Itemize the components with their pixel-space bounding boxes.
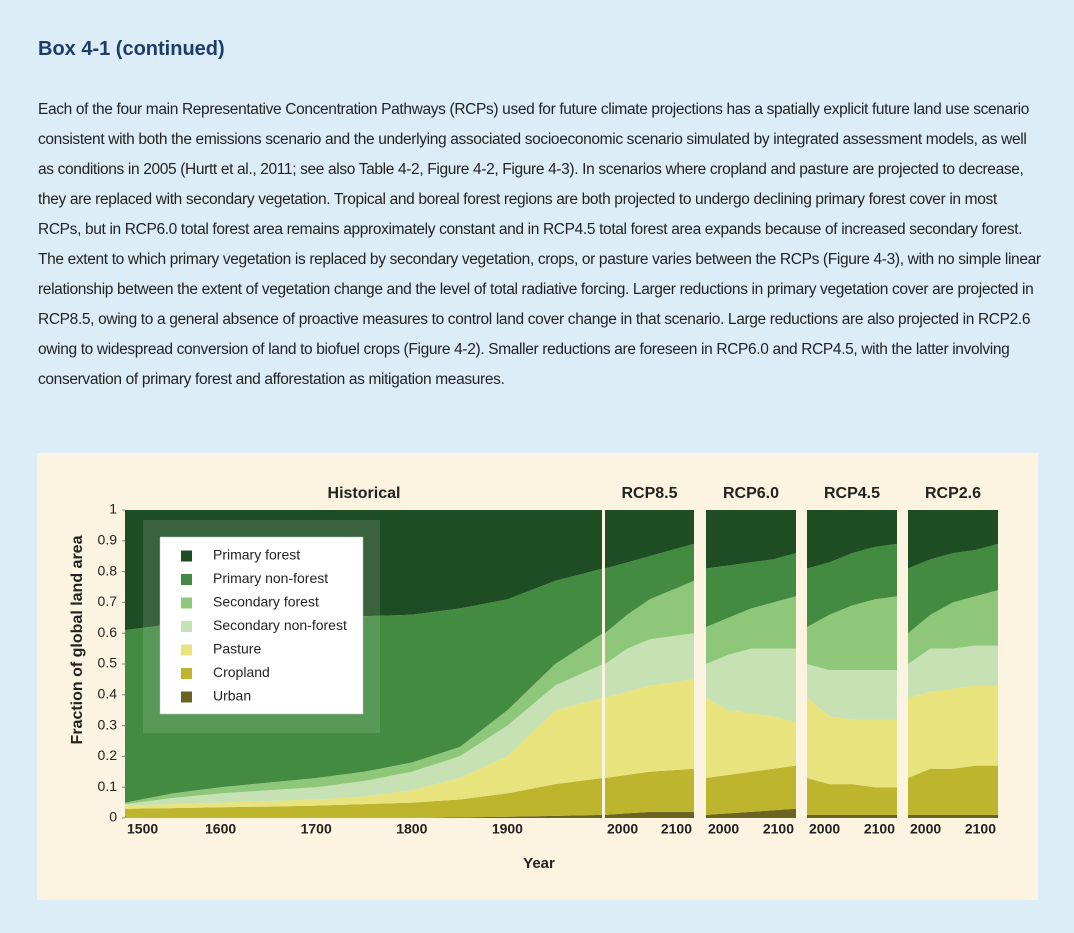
legend-label: Pasture <box>213 641 261 657</box>
panel-title: Historical <box>328 485 401 502</box>
y-tick-label: 0.1 <box>98 778 118 794</box>
area-series <box>706 596 796 664</box>
area-series <box>908 543 998 634</box>
legend-swatch <box>181 644 192 656</box>
legend-box <box>159 536 364 715</box>
area-series <box>605 633 694 698</box>
area-series <box>706 510 796 569</box>
legend-swatch <box>181 550 192 562</box>
area-series <box>605 768 694 815</box>
y-tick-label: 0.4 <box>98 686 118 702</box>
area-series <box>125 633 603 805</box>
x-tick-label: 2000 <box>607 821 638 837</box>
area-series <box>125 814 603 818</box>
y-tick-label: 0.8 <box>98 562 118 578</box>
area-series <box>125 664 603 806</box>
y-tick-label: 1 <box>109 501 117 517</box>
area-series <box>807 664 897 720</box>
legend-label: Primary non-forest <box>213 570 328 586</box>
panel-title: RCP2.6 <box>925 485 981 502</box>
y-tick-label: 0.7 <box>98 593 118 609</box>
y-tick-label: 0.6 <box>98 624 118 640</box>
x-tick-label: 1600 <box>205 821 236 837</box>
area-series <box>125 697 603 809</box>
area-series <box>605 580 694 664</box>
area-series <box>706 648 796 723</box>
area-series <box>706 553 796 628</box>
area-series <box>807 814 897 818</box>
area-series <box>807 510 897 569</box>
area-series <box>605 679 694 778</box>
area-series <box>908 510 998 569</box>
panel-title: RCP8.5 <box>621 485 677 502</box>
area-series <box>706 697 796 778</box>
x-tick-label: 1500 <box>127 821 158 837</box>
area-series <box>807 543 897 628</box>
legend-label: Urban <box>213 688 251 704</box>
y-axis-label: Fraction of global land area <box>69 535 86 744</box>
legend-label: Cropland <box>213 664 270 680</box>
area-series <box>908 590 998 664</box>
area-series <box>706 808 796 818</box>
y-tick-label: 0 <box>109 809 117 825</box>
x-tick-label: 2100 <box>661 821 692 837</box>
y-tick-label: 0.5 <box>98 655 118 671</box>
legend-swatch <box>181 597 192 609</box>
x-tick-label: 2000 <box>708 821 739 837</box>
area-series <box>706 765 796 815</box>
x-tick-label: 1800 <box>396 821 427 837</box>
legend-label: Secondary forest <box>213 594 319 610</box>
area-series <box>908 645 998 698</box>
x-tick-label: 2000 <box>910 821 941 837</box>
area-series <box>807 697 897 788</box>
y-tick-label: 0.3 <box>98 716 118 732</box>
x-tick-label: 1700 <box>301 821 332 837</box>
y-tick-label: 0.2 <box>98 747 118 763</box>
legend-label: Primary forest <box>213 547 300 563</box>
area-series <box>605 510 694 569</box>
area-series <box>908 814 998 818</box>
x-tick-label: 2100 <box>763 821 794 837</box>
legend-swatch <box>181 691 192 703</box>
legend-label: Secondary non-forest <box>213 617 347 633</box>
area-series <box>908 685 998 778</box>
panel-title: RCP6.0 <box>723 485 779 502</box>
panel-title: RCP4.5 <box>824 485 880 502</box>
area-series <box>908 765 998 815</box>
legend-swatch <box>181 668 192 679</box>
area-series <box>605 543 694 634</box>
body-text: Each of the four main Representative Con… <box>38 101 1041 388</box>
legend-swatch <box>181 621 192 632</box>
area-series <box>125 777 603 818</box>
legend-swatch <box>181 574 192 585</box>
box-title: Box 4-1 (continued) <box>38 38 225 60</box>
x-tick-label: 2100 <box>864 821 895 837</box>
x-tick-label: 1900 <box>492 821 523 837</box>
x-axis-label: Year <box>523 855 555 872</box>
x-tick-label: 2000 <box>809 821 840 837</box>
y-tick-label: 0.9 <box>98 532 118 548</box>
x-tick-label: 2100 <box>965 821 996 837</box>
